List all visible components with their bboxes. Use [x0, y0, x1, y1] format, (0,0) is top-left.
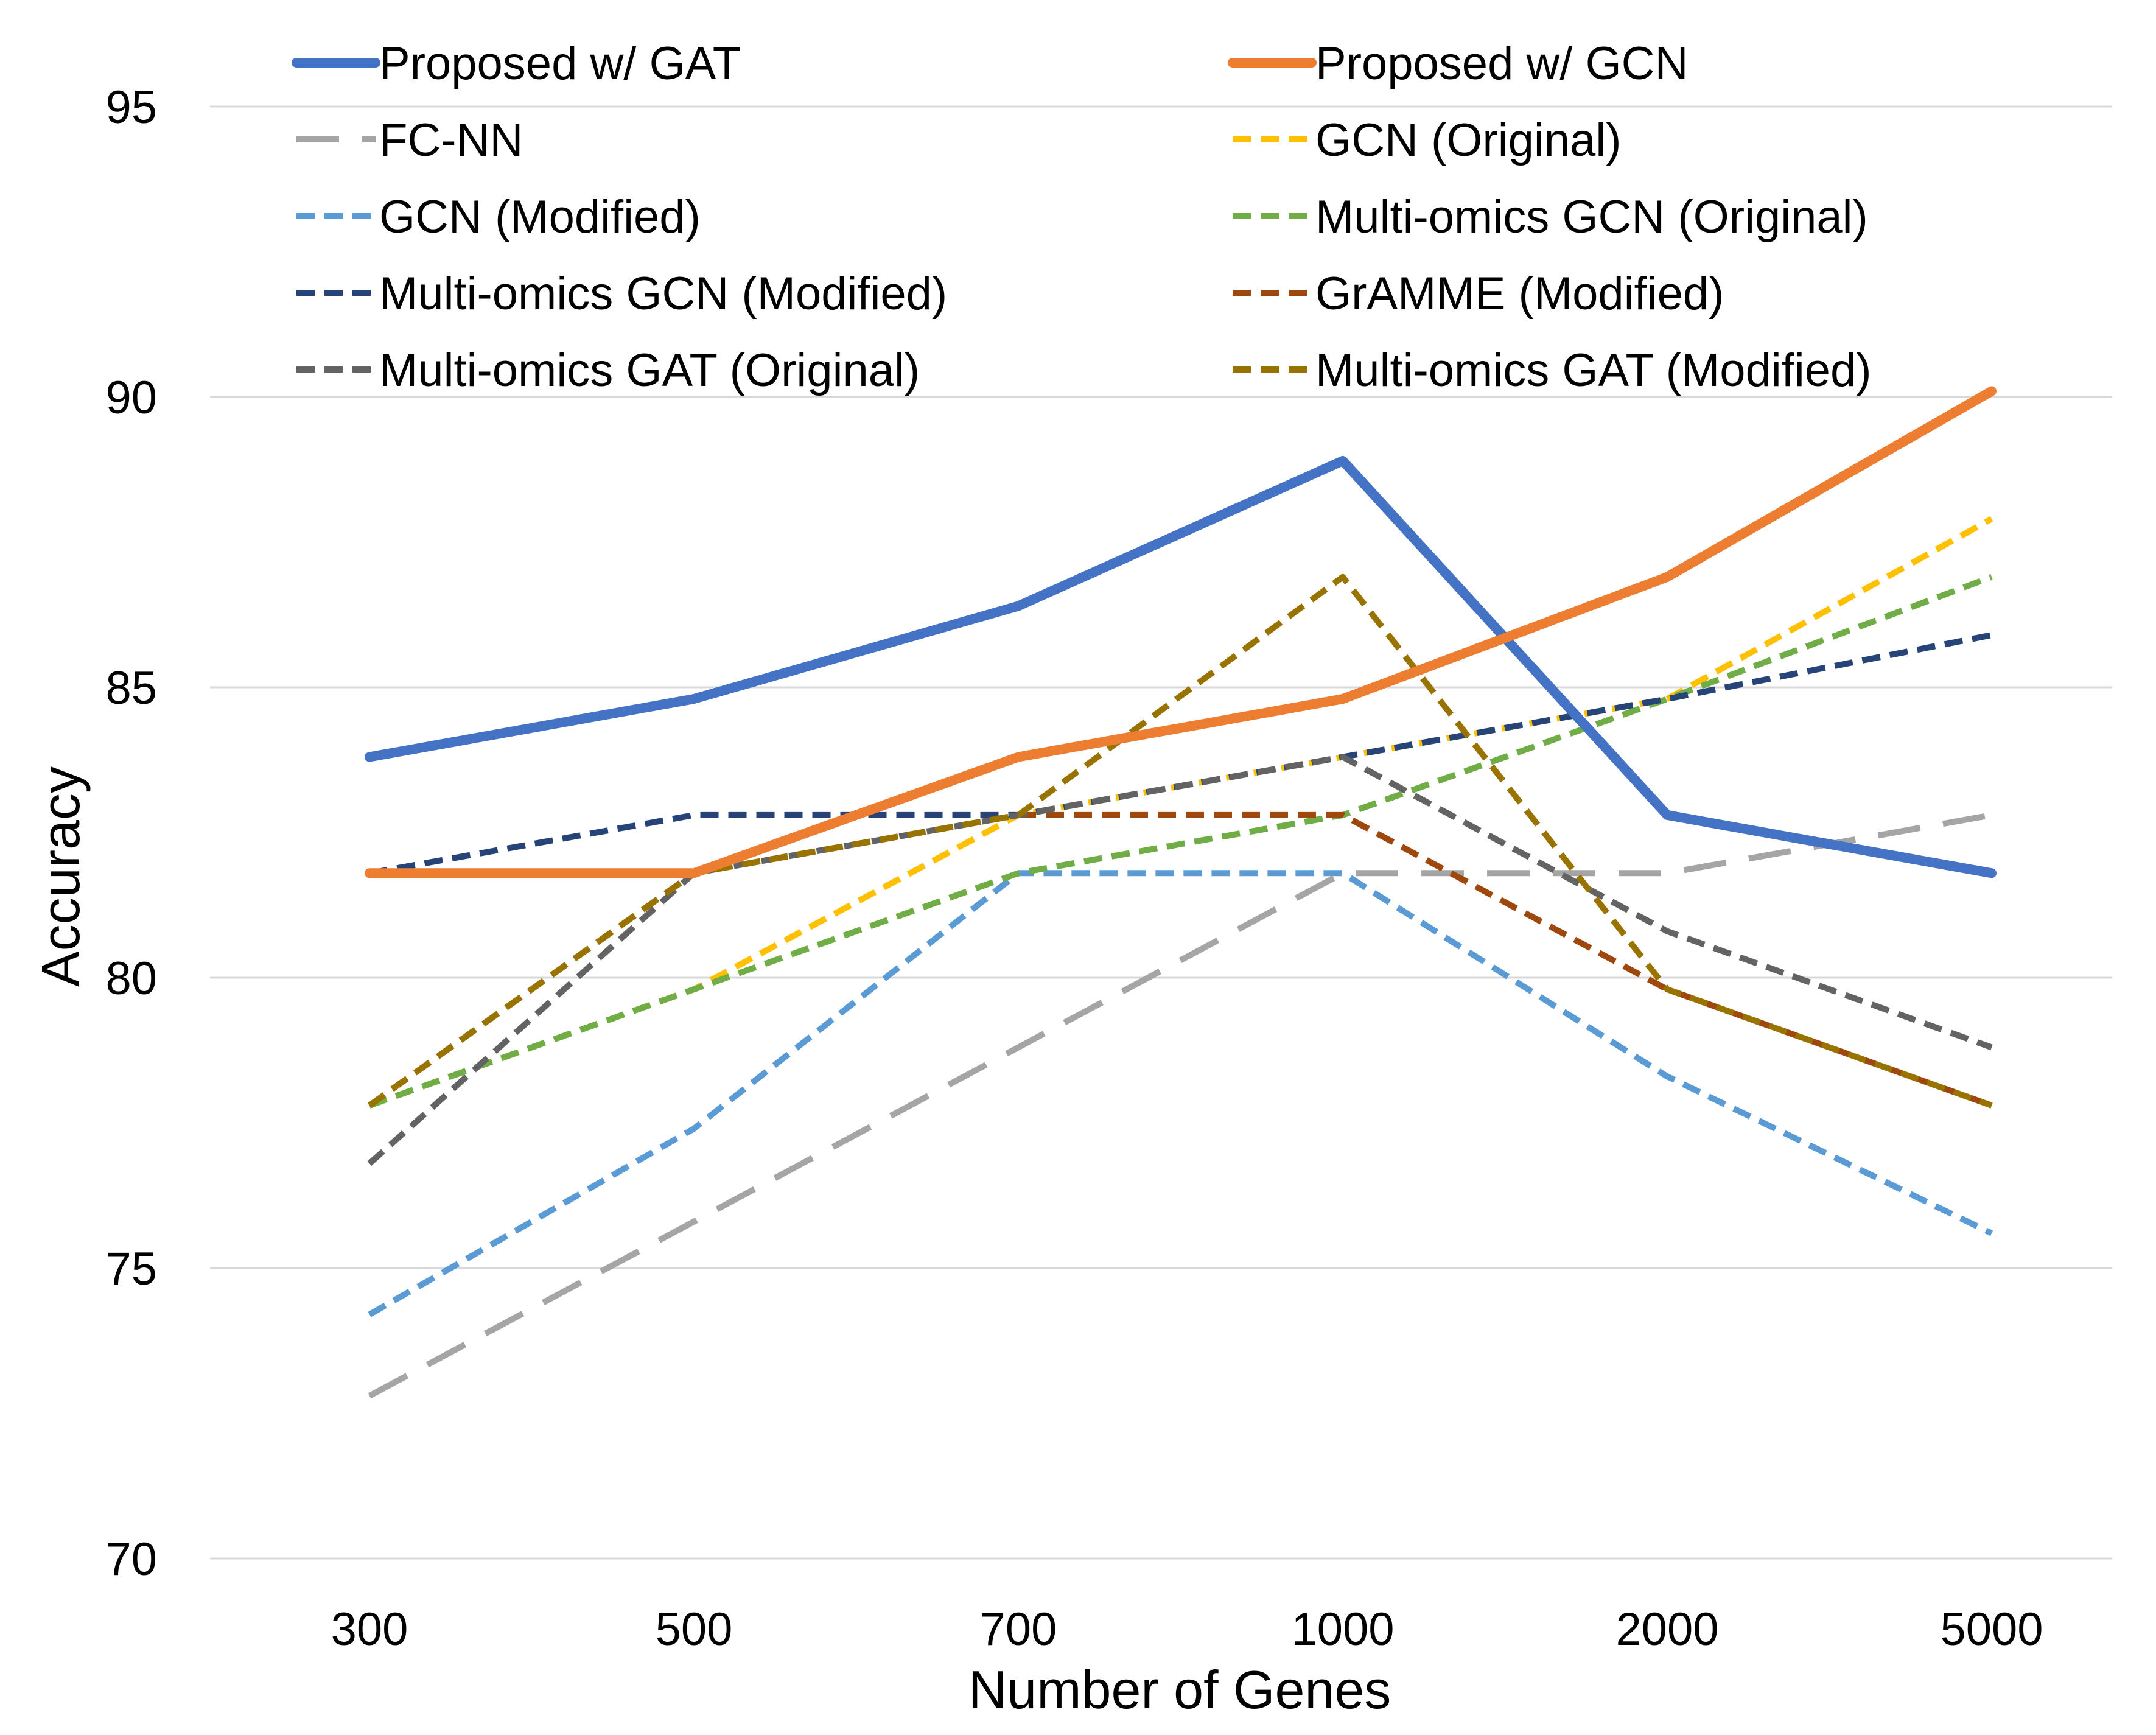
- y-tick-label: 90: [105, 372, 157, 424]
- series-lines: [365, 386, 1997, 1399]
- y-axis-title: Accuracy: [30, 766, 91, 987]
- x-tick-label: 5000: [1940, 1604, 2043, 1655]
- series-line-multi-omics-gat-modified: [368, 573, 1993, 1109]
- legend-label-multi-omics-gcn-modified: Multi-omics GCN (Modified): [379, 268, 947, 320]
- legend: Proposed w/ GAT Proposed w/ GCN FC-NN GCN (…: [292, 38, 1872, 396]
- x-axis-title: Number of Genes: [968, 1660, 1391, 1720]
- legend-label-fc-nn: FC-NN: [379, 114, 523, 166]
- y-tick-label: 75: [105, 1243, 157, 1295]
- series-line-gcn-modified: [368, 870, 1993, 1317]
- legend-label-multi-omics-gcn-original: Multi-omics GCN (Original): [1315, 191, 1868, 243]
- legend-label-multi-omics-gat-original: Multi-omics GAT (Original): [379, 345, 920, 396]
- legend-label-gcn-original: GCN (Original): [1315, 114, 1622, 166]
- y-tick-label: 80: [105, 953, 157, 1004]
- y-tick-label: 70: [105, 1533, 157, 1585]
- x-axis-ticks: 300 500 700 1000 2000 5000: [331, 1604, 2043, 1655]
- series-line-multi-omics-gat-original: [367, 754, 1993, 1166]
- x-tick-label: 700: [980, 1604, 1057, 1655]
- y-tick-label: 95: [105, 82, 157, 133]
- y-axis-ticks: 70 75 80 85 90 95: [105, 82, 157, 1585]
- series-line-multi-omics-gcn-original: [368, 574, 1993, 1109]
- series-line-proposed-w-gat: [365, 455, 1997, 878]
- x-tick-label: 500: [656, 1604, 733, 1655]
- series-line-proposed-w-gcn: [365, 386, 1997, 878]
- legend-label-proposed-w-gat: Proposed w/ GAT: [379, 38, 741, 89]
- x-tick-label: 300: [331, 1604, 408, 1655]
- legend-label-proposed-w-gcn: Proposed w/ GCN: [1315, 38, 1688, 89]
- legend-label-gramme-modified: GrAMME (Modified): [1315, 268, 1724, 320]
- series-line-multi-omics-gcn-modified: [369, 632, 1992, 877]
- x-tick-label: 1000: [1291, 1604, 1394, 1655]
- x-tick-label: 2000: [1615, 1604, 1718, 1655]
- legend-label-multi-omics-gat-modified: Multi-omics GAT (Modified): [1315, 345, 1872, 396]
- legend-label-gcn-modified: GCN (Modified): [379, 191, 701, 243]
- y-tick-label: 85: [105, 662, 157, 714]
- series-line-fc-nn: [368, 811, 1992, 1399]
- gridlines: [210, 105, 2112, 1560]
